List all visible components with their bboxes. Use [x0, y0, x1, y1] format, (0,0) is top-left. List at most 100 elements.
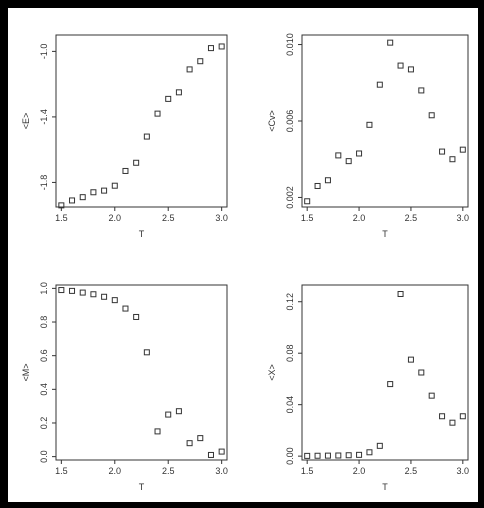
- data-point: [387, 381, 394, 388]
- x-tick-label: 1.5: [301, 213, 314, 223]
- data-point: [175, 408, 182, 415]
- data-point: [79, 289, 86, 296]
- y-axis-label: <M>: [21, 363, 31, 381]
- data-point: [356, 451, 363, 458]
- y-tick-label: 0.2: [39, 417, 49, 430]
- data-point: [165, 411, 172, 418]
- data-point: [101, 187, 108, 194]
- data-point: [143, 349, 150, 356]
- data-point: [428, 392, 435, 399]
- y-tick-label: 0.006: [285, 110, 295, 133]
- data-point: [207, 45, 214, 52]
- data-point: [69, 197, 76, 204]
- panel-bottom-right: 1.5 2.0 2.5 3.0 0.00 0.04 0.08 0.12 T <X>: [267, 284, 470, 492]
- y-tick-label: 0.08: [285, 344, 295, 362]
- data-point: [449, 419, 456, 426]
- data-point: [197, 435, 204, 442]
- data-point: [154, 110, 161, 117]
- data-point: [122, 167, 129, 174]
- data-point: [397, 291, 404, 298]
- data-point: [335, 452, 342, 459]
- data-point: [207, 451, 214, 458]
- data-point: [324, 452, 331, 459]
- panel-bottom-left: 1.5 2.0 2.5 3.0 0.0 0.2 0.4 0.6 0.8 1.0 T <M>: [21, 282, 228, 492]
- data-point: [186, 66, 193, 73]
- data-point: [175, 89, 182, 96]
- data-point: [90, 189, 97, 196]
- data-point: [439, 413, 446, 420]
- data-point: [439, 148, 446, 155]
- y-tick-label: 0.0: [39, 450, 49, 463]
- data-point: [459, 146, 466, 153]
- data-point: [345, 452, 352, 459]
- data-point: [101, 293, 108, 300]
- data-point: [418, 369, 425, 376]
- x-tick-label: 3.0: [457, 213, 470, 223]
- data-point: [58, 287, 65, 294]
- data-point: [459, 413, 466, 420]
- data-point: [143, 133, 150, 140]
- y-axis-label: <E>: [21, 113, 31, 130]
- data-point: [111, 297, 118, 304]
- data-point: [90, 291, 97, 298]
- data-point: [418, 87, 425, 94]
- x-tick-label: 2.0: [353, 213, 366, 223]
- data-point: [449, 156, 456, 163]
- data-point: [345, 158, 352, 165]
- data-point: [165, 95, 172, 102]
- y-tick-label: 0.6: [39, 349, 49, 362]
- plot-area: [55, 34, 228, 208]
- y-axis-label: <X>: [267, 364, 277, 381]
- x-axis-label: T: [139, 229, 145, 239]
- x-tick-label: 2.0: [353, 466, 366, 476]
- x-tick-label: 3.0: [457, 466, 470, 476]
- data-point: [69, 287, 76, 294]
- plot-area: [301, 34, 469, 208]
- y-tick-label: -1.8: [39, 175, 49, 191]
- data-point: [154, 428, 161, 435]
- x-tick-label: 1.5: [301, 466, 314, 476]
- data-point: [366, 121, 373, 128]
- data-point: [304, 452, 311, 459]
- x-axis-label: T: [139, 482, 145, 492]
- data-point: [387, 39, 394, 46]
- y-axis-label: <Cv>: [267, 110, 277, 132]
- panel-top-left: 1.5 2.0 2.5 3.0 -1.8 -1.4 -1.0 T <E>: [21, 34, 228, 239]
- y-tick-label: 0.04: [285, 396, 295, 414]
- x-tick-label: 2.0: [109, 213, 122, 223]
- data-point: [407, 66, 414, 73]
- plot-area: [55, 284, 228, 461]
- x-tick-label: 2.0: [109, 466, 122, 476]
- data-point: [397, 62, 404, 69]
- data-point: [218, 448, 225, 455]
- y-tick-label: -1.0: [39, 44, 49, 60]
- x-tick-label: 3.0: [215, 466, 228, 476]
- data-point: [407, 356, 414, 363]
- data-point: [335, 152, 342, 159]
- x-tick-label: 2.5: [162, 213, 175, 223]
- data-point: [218, 43, 225, 50]
- data-point: [58, 202, 65, 209]
- data-point: [356, 150, 363, 157]
- y-tick-label: 1.0: [39, 282, 49, 295]
- data-point: [366, 449, 373, 456]
- data-point: [376, 442, 383, 449]
- y-tick-label: 0.4: [39, 383, 49, 396]
- data-point: [79, 194, 86, 201]
- x-tick-label: 2.5: [162, 466, 175, 476]
- plot-area: [301, 284, 469, 461]
- data-point: [304, 198, 311, 205]
- figure-frame: 1.5 2.0 2.5 3.0 -1.8 -1.4 -1.0 T <E> 1.5 2.0 2.5 3.0…: [8, 8, 478, 502]
- y-tick-label: 0.010: [285, 33, 295, 56]
- y-tick-label: -1.4: [39, 109, 49, 125]
- y-tick-label: 0.00: [285, 447, 295, 465]
- data-point: [111, 182, 118, 189]
- y-tick-label: 0.002: [285, 186, 295, 209]
- x-tick-label: 2.5: [405, 213, 418, 223]
- data-point: [197, 58, 204, 65]
- x-tick-label: 2.5: [405, 466, 418, 476]
- x-tick-label: 1.5: [55, 213, 68, 223]
- data-point: [133, 313, 140, 320]
- data-point: [133, 159, 140, 166]
- data-point: [186, 440, 193, 447]
